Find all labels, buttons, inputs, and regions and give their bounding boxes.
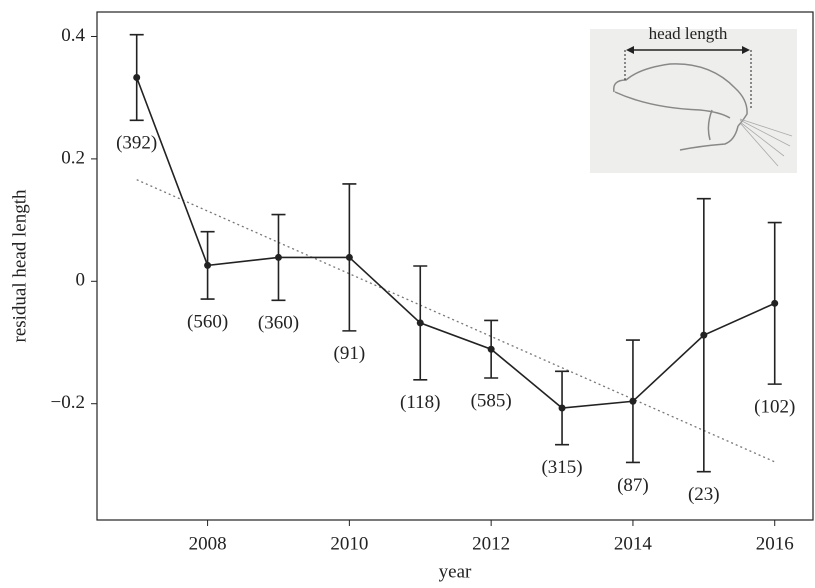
sample-size: (585) <box>471 390 512 411</box>
x-tick-label: 2008 <box>189 533 227 554</box>
point <box>488 346 495 353</box>
x-tick-label: 2014 <box>614 533 653 554</box>
sample-size: (118) <box>400 392 440 413</box>
point <box>133 74 140 81</box>
x-axis-label: year <box>439 561 472 582</box>
sample-size: (91) <box>334 343 366 364</box>
chart: residual head length year head length 0.… <box>0 0 815 583</box>
sample-size: (315) <box>541 457 582 478</box>
y-tick-label: 0.4 <box>61 25 85 46</box>
point <box>700 332 707 339</box>
x-tick-label: 2012 <box>472 533 510 554</box>
sample-size: (360) <box>258 313 299 334</box>
point <box>559 404 566 411</box>
sample-size: (560) <box>187 311 228 332</box>
y-axis-label: residual head length <box>9 189 30 343</box>
point <box>275 254 282 261</box>
x-tick-label: 2010 <box>330 533 368 554</box>
point <box>346 254 353 261</box>
y-tick-label: 0 <box>76 270 86 291</box>
point <box>771 300 778 307</box>
x-tick-label: 2016 <box>756 533 794 554</box>
sample-size: (87) <box>617 475 649 496</box>
sample-size: (392) <box>116 133 157 154</box>
point <box>417 319 424 326</box>
trend-line <box>137 180 775 462</box>
inset: head length <box>590 24 797 173</box>
sample-size: (102) <box>754 396 795 417</box>
point <box>204 262 211 269</box>
y-tick-label: −0.2 <box>51 392 85 413</box>
y-tick-label: 0.2 <box>61 147 85 168</box>
sample-size: (23) <box>688 484 720 505</box>
point <box>629 398 636 405</box>
inset-label: head length <box>649 24 728 43</box>
